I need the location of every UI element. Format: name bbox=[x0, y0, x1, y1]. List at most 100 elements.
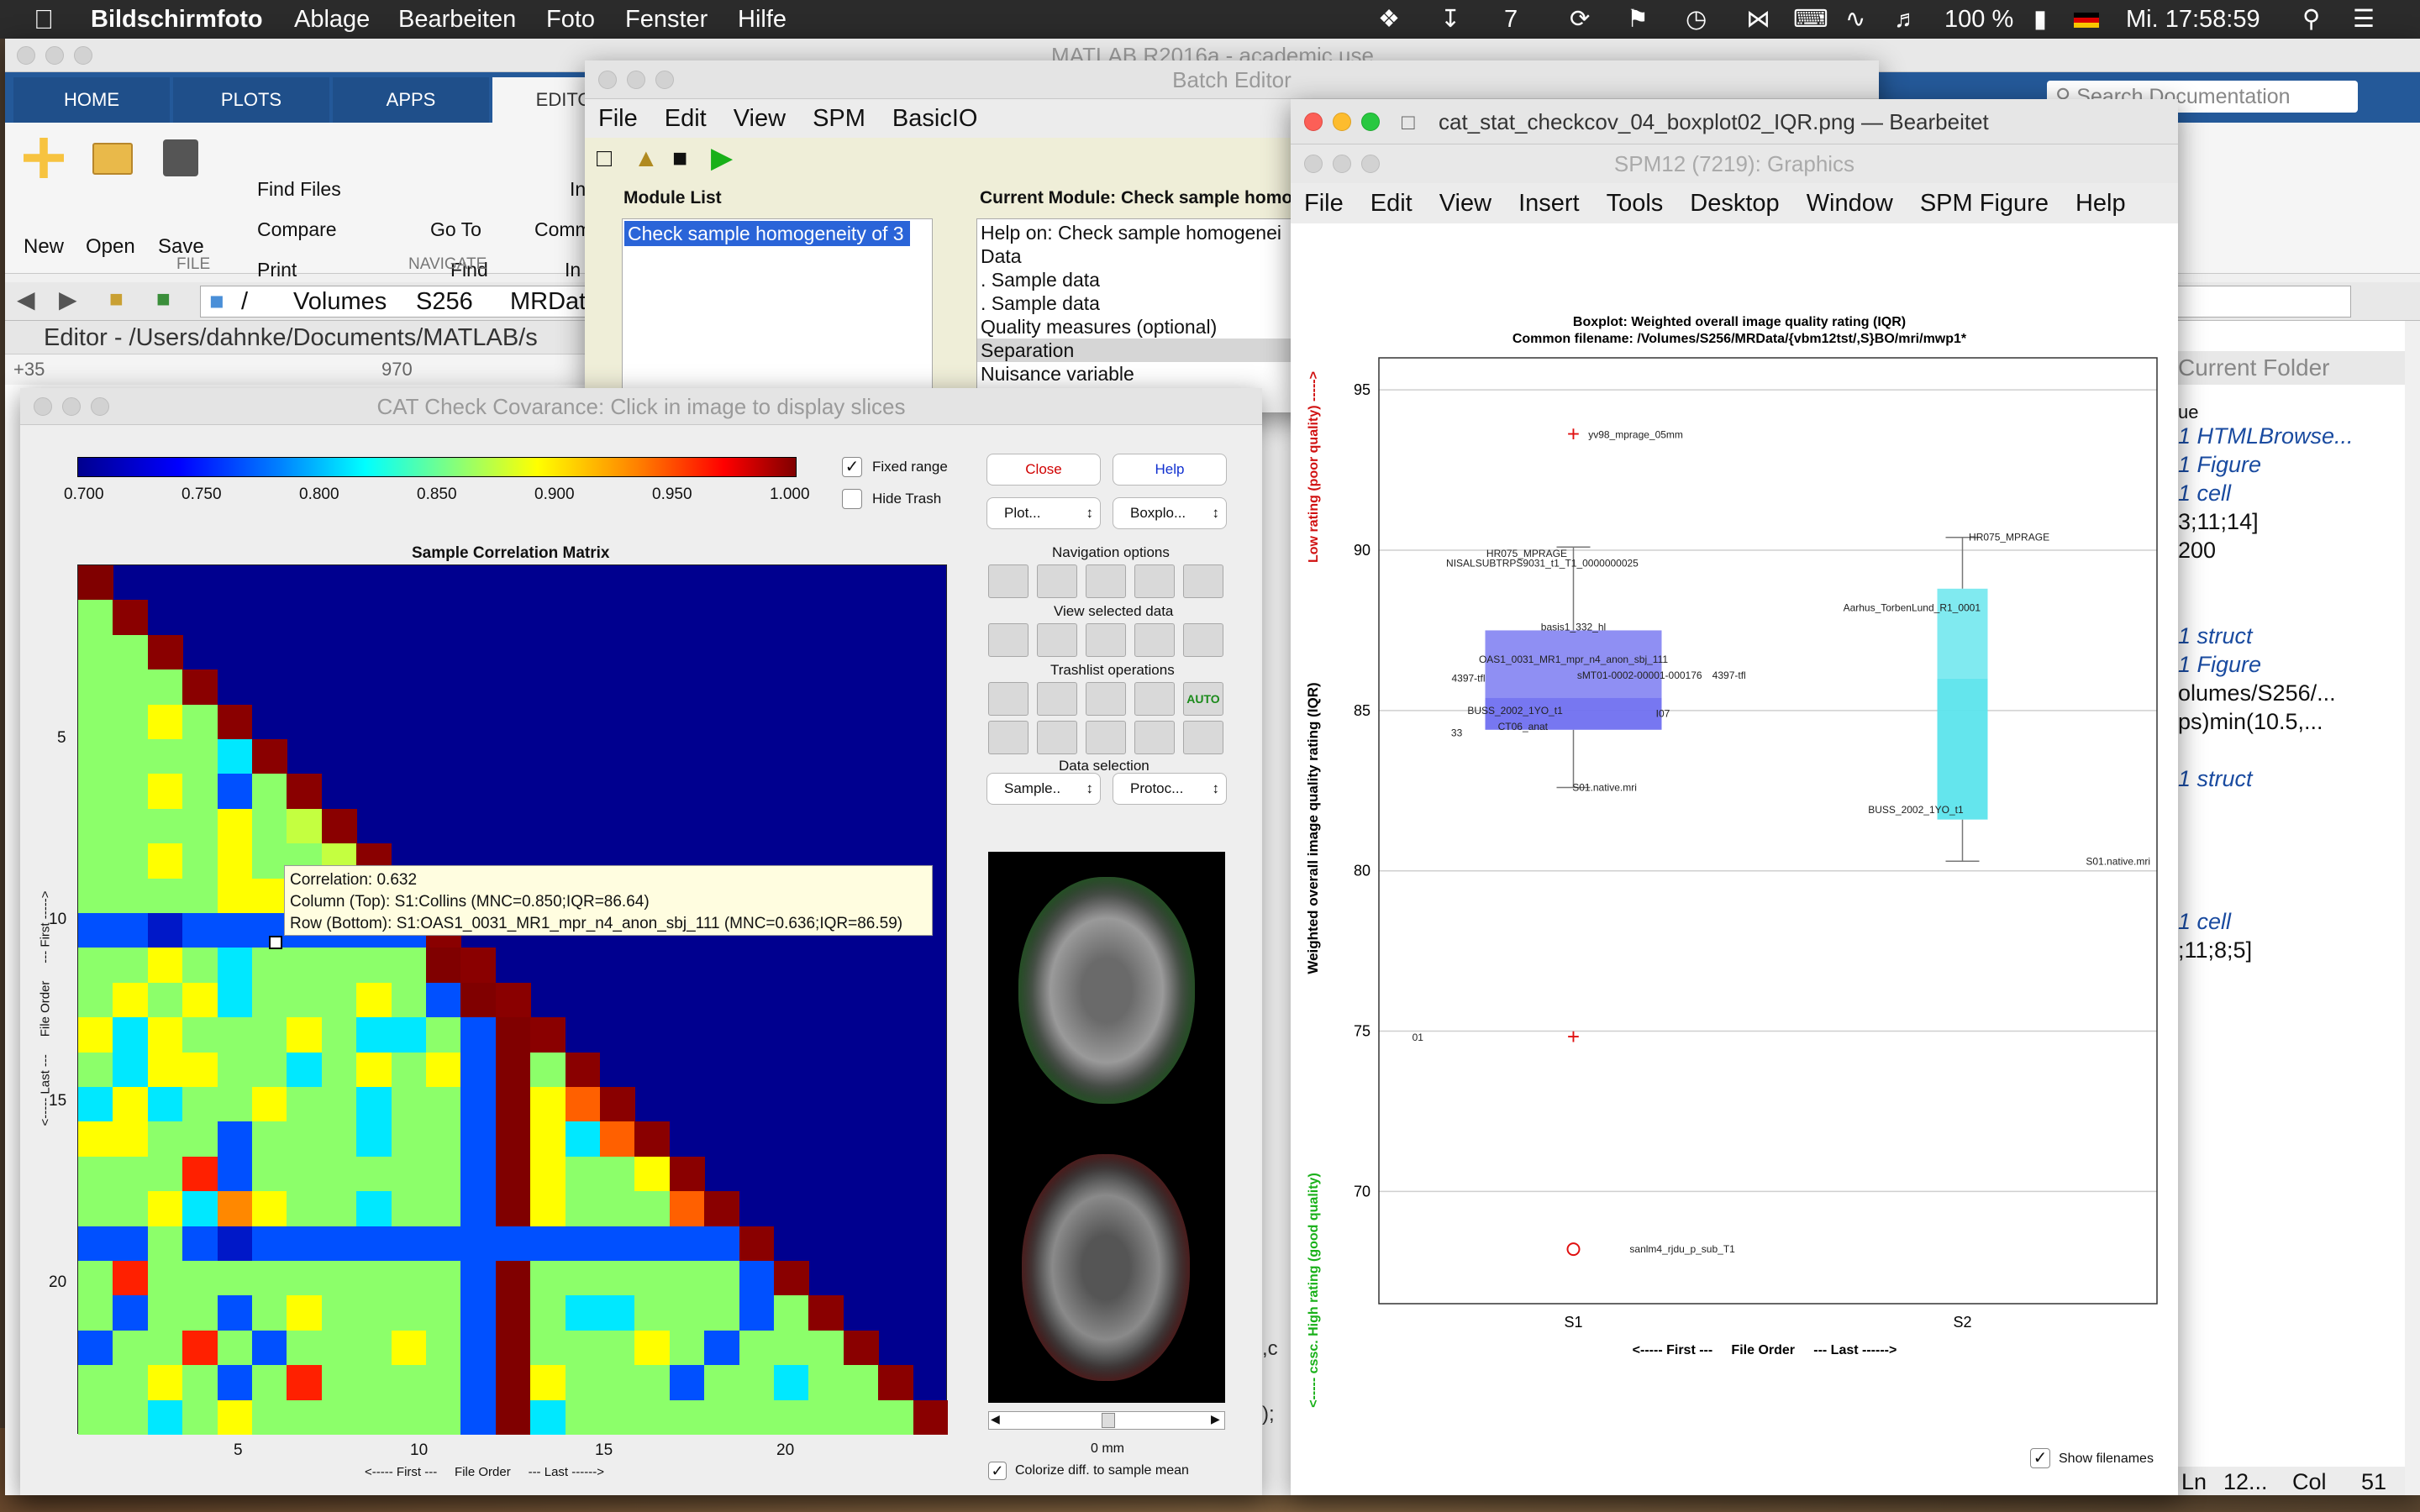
matrix-cell[interactable] bbox=[808, 1330, 844, 1366]
matrix-cell[interactable] bbox=[460, 1017, 497, 1053]
matrix-cell[interactable] bbox=[287, 1087, 323, 1122]
help-button[interactable]: Help bbox=[1113, 454, 1227, 486]
undo-icon[interactable] bbox=[988, 721, 1028, 754]
matrix-cell[interactable] bbox=[739, 1365, 775, 1401]
matrix-cell[interactable] bbox=[78, 948, 113, 984]
matrix-cell[interactable] bbox=[287, 1017, 323, 1053]
spm-menu-desktop[interactable]: Desktop bbox=[1690, 190, 1780, 217]
matrix-cell[interactable] bbox=[565, 1156, 601, 1192]
matrix-cell[interactable] bbox=[391, 1226, 427, 1262]
matrix-cell[interactable] bbox=[321, 982, 357, 1018]
matrix-cell[interactable] bbox=[113, 774, 149, 810]
matrix-cell[interactable] bbox=[78, 774, 113, 810]
matrix-cell[interactable] bbox=[530, 1295, 566, 1331]
menu-ablage[interactable]: Ablage bbox=[294, 6, 371, 33]
zoom-icon[interactable] bbox=[655, 70, 674, 89]
matrix-cell[interactable] bbox=[530, 1017, 566, 1053]
close-button[interactable]: Close bbox=[986, 454, 1101, 486]
matrix-cell[interactable] bbox=[252, 1295, 287, 1331]
matrix-cell[interactable] bbox=[669, 1261, 705, 1296]
apple-icon[interactable]:  bbox=[34, 0, 54, 39]
matrix-cell[interactable] bbox=[426, 1087, 461, 1122]
browse-icon[interactable]: ■ bbox=[156, 286, 171, 312]
matrix-cell[interactable] bbox=[217, 1017, 253, 1053]
batch-menu-spm[interactable]: SPM bbox=[813, 105, 865, 132]
minimize-icon[interactable] bbox=[62, 396, 81, 416]
matrix-cell[interactable] bbox=[774, 1399, 809, 1436]
matrix-cell[interactable] bbox=[530, 1365, 566, 1401]
matrix-cell[interactable] bbox=[774, 1295, 809, 1331]
matrix-cell[interactable] bbox=[356, 948, 392, 984]
matrix-cell[interactable] bbox=[113, 1226, 149, 1262]
path-root[interactable]: / bbox=[241, 288, 249, 315]
matrix-cell[interactable] bbox=[287, 1121, 323, 1158]
matrix-cell[interactable] bbox=[495, 1087, 531, 1122]
protocol-select[interactable]: Protoc... ↕ bbox=[1113, 773, 1227, 805]
ws-item[interactable]: 1 HTMLBrowse... bbox=[2178, 423, 2354, 449]
batch-menu-file[interactable]: File bbox=[598, 105, 638, 132]
ws-item[interactable]: 1 struct bbox=[2178, 623, 2253, 648]
matrix-cell[interactable] bbox=[217, 774, 253, 810]
matrix-cell[interactable] bbox=[113, 704, 149, 740]
module-item[interactable]: Check sample homogeneity of 3 bbox=[624, 221, 910, 246]
matrix-cell[interactable] bbox=[113, 982, 149, 1018]
matrix-cell[interactable] bbox=[78, 669, 113, 706]
matrix-cell[interactable] bbox=[321, 1052, 357, 1088]
matrix-cell[interactable] bbox=[426, 1156, 461, 1192]
matrix-cell[interactable] bbox=[634, 1365, 671, 1401]
matrix-cell[interactable] bbox=[78, 1261, 113, 1296]
matrix-cell[interactable] bbox=[774, 1365, 809, 1401]
up-folder-icon[interactable]: ■ bbox=[109, 286, 124, 312]
matrix-cell[interactable] bbox=[78, 1017, 113, 1053]
matrix-cell[interactable] bbox=[78, 1087, 113, 1122]
open-button[interactable]: Open bbox=[86, 235, 135, 258]
matrix-cell[interactable] bbox=[252, 1226, 287, 1262]
brain-slices[interactable] bbox=[988, 852, 1225, 1403]
ws-item[interactable]: 200 bbox=[2178, 538, 2217, 563]
matrix-cell[interactable] bbox=[530, 1121, 566, 1158]
notification-icon[interactable]: ☰ bbox=[2353, 6, 2375, 33]
matrix-cell[interactable] bbox=[113, 808, 149, 844]
matrix-cell[interactable] bbox=[391, 1261, 427, 1296]
matrix-cell[interactable] bbox=[182, 1156, 218, 1192]
matrix-cell[interactable] bbox=[113, 669, 149, 706]
matrix-cell[interactable] bbox=[287, 1295, 323, 1331]
matrix-cell[interactable] bbox=[391, 1017, 427, 1053]
ws-item[interactable]: olumes/S256/... bbox=[2178, 680, 2336, 706]
matrix-cell[interactable] bbox=[426, 1295, 461, 1331]
plot-select[interactable]: Plot... ↕ bbox=[986, 497, 1101, 529]
matrix-cell[interactable] bbox=[565, 1295, 601, 1331]
matrix-cell[interactable] bbox=[530, 1191, 566, 1227]
batch-menu-edit[interactable]: Edit bbox=[664, 105, 707, 132]
view-pdf-icon[interactable] bbox=[1183, 623, 1223, 657]
view-log-icon[interactable] bbox=[1086, 623, 1126, 657]
matrix-cell[interactable] bbox=[495, 1191, 531, 1227]
correlation-matrix[interactable] bbox=[77, 564, 949, 1436]
matrix-cell[interactable] bbox=[634, 1330, 671, 1366]
matrix-cell[interactable] bbox=[565, 1330, 601, 1366]
menu-foto[interactable]: Foto bbox=[546, 6, 596, 33]
matrix-cell[interactable] bbox=[287, 948, 323, 984]
matrix-cell[interactable] bbox=[287, 1399, 323, 1436]
matrix-cell[interactable] bbox=[252, 878, 287, 914]
matrix-cell[interactable] bbox=[182, 1121, 218, 1158]
matrix-cell[interactable] bbox=[356, 1052, 392, 1088]
matrix-cell[interactable] bbox=[565, 1087, 601, 1122]
datacursor-icon[interactable] bbox=[988, 564, 1028, 598]
matrix-cell[interactable] bbox=[600, 1156, 635, 1192]
matrix-cell[interactable] bbox=[147, 1052, 183, 1088]
hide-trash-checkbox[interactable] bbox=[842, 489, 862, 509]
spm-menu-view[interactable]: View bbox=[1439, 190, 1492, 217]
matrix-cell[interactable] bbox=[321, 948, 357, 984]
matrix-cell[interactable] bbox=[426, 982, 461, 1018]
script-icon[interactable]: ⟳ bbox=[1570, 6, 1591, 33]
matrix-cell[interactable] bbox=[252, 1087, 287, 1122]
matrix-cell[interactable] bbox=[669, 1295, 705, 1331]
matrix-cell[interactable] bbox=[600, 1365, 635, 1401]
matrix-cell[interactable] bbox=[182, 843, 218, 879]
matrix-cell[interactable] bbox=[356, 1365, 392, 1401]
matrix-cell[interactable] bbox=[252, 843, 287, 879]
matrix-cell[interactable] bbox=[600, 1295, 635, 1331]
matrix-cell[interactable] bbox=[182, 1261, 218, 1296]
ws-item[interactable]: 3;11;14] bbox=[2178, 509, 2259, 534]
